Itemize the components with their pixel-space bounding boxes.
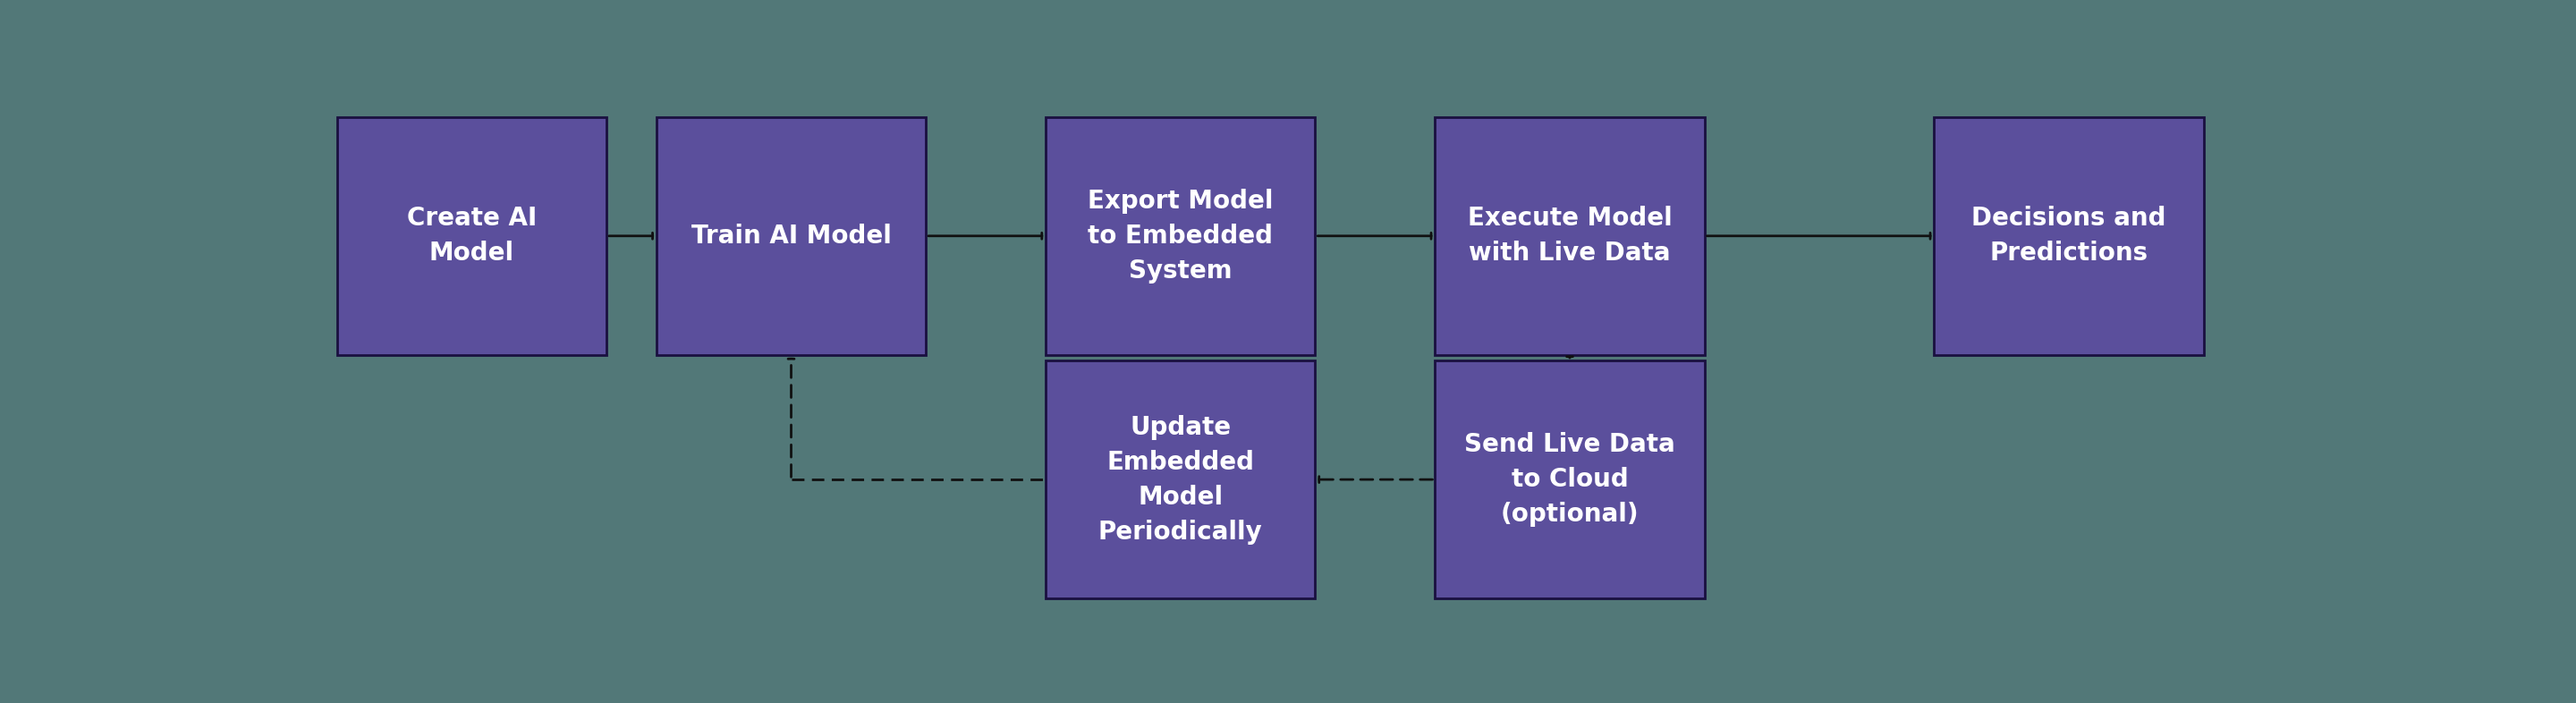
FancyBboxPatch shape bbox=[1046, 117, 1316, 355]
FancyBboxPatch shape bbox=[1935, 117, 2202, 355]
Text: Decisions and
Predictions: Decisions and Predictions bbox=[1971, 206, 2166, 266]
FancyBboxPatch shape bbox=[1046, 361, 1316, 598]
Text: Send Live Data
to Cloud
(optional): Send Live Data to Cloud (optional) bbox=[1463, 432, 1674, 527]
Text: Update
Embedded
Model
Periodically: Update Embedded Model Periodically bbox=[1097, 415, 1262, 544]
FancyBboxPatch shape bbox=[1435, 361, 1705, 598]
Text: Train AI Model: Train AI Model bbox=[690, 224, 891, 248]
FancyBboxPatch shape bbox=[657, 117, 925, 355]
FancyBboxPatch shape bbox=[1435, 117, 1705, 355]
FancyBboxPatch shape bbox=[337, 117, 605, 355]
Text: Create AI
Model: Create AI Model bbox=[407, 206, 536, 266]
Text: Execute Model
with Live Data: Execute Model with Live Data bbox=[1468, 206, 1672, 266]
Text: Export Model
to Embedded
System: Export Model to Embedded System bbox=[1087, 188, 1273, 283]
